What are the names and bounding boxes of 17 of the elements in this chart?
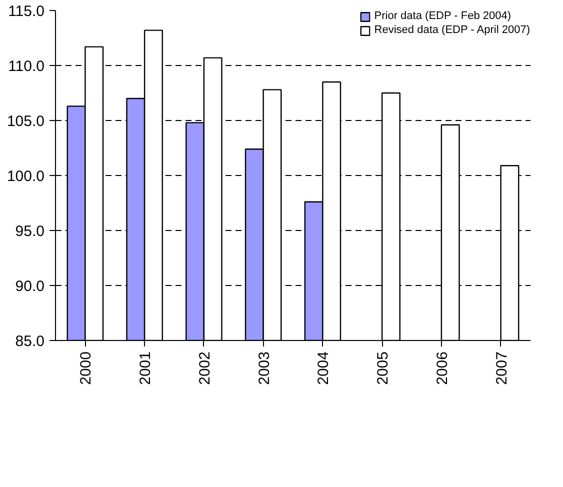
x-tick-label: 2002 [196,351,214,385]
y-tick-label: 90.0 [15,278,45,295]
x-tick-label: 2005 [374,351,392,385]
y-tick-label: 85.0 [15,333,45,350]
x-tick-label: 2003 [256,351,273,385]
y-tick-label: 115.0 [8,3,45,20]
y-tick-label: 95.0 [15,223,45,240]
x-tick-label: 2004 [315,351,332,385]
y-tick-label: 100.0 [6,168,45,185]
y-tick-label: 105.0 [6,113,45,130]
legend-label: Prior data (EDP - Feb 2004) [374,10,512,22]
x-tick-label: 2001 [137,351,154,385]
legend-label: Revised data (EDP - April 2007) [374,24,530,36]
y-tick-label: 110.0 [8,58,45,75]
x-tick-label: 2007 [493,351,510,385]
x-tick-label: 2000 [78,351,95,385]
x-tick-label: 2006 [434,351,451,385]
